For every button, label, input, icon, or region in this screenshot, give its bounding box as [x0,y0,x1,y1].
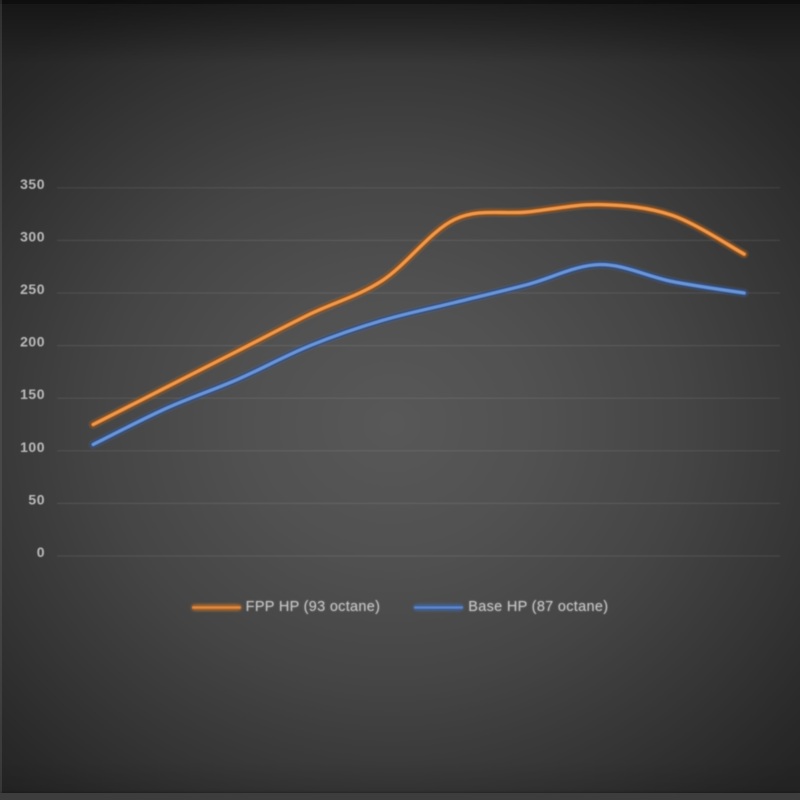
legend-line-swatch-fpp [191,604,241,610]
y-axis-tick-label: 150 [20,386,45,402]
y-axis-tick-label: 350 [20,176,45,192]
frame-bottom-edge [0,793,800,800]
y-axis-tick-label: 50 [28,491,45,507]
legend-item-fpp-hp: FPP HP (93 octane) [191,599,381,615]
y-axis-tick-label: 100 [20,439,45,455]
legend-label-base: Base HP (87 octane) [468,599,609,615]
series-edge-base-hp-87-octane [90,261,748,448]
y-axis-tick-label: 250 [20,281,45,297]
chart-legend: FPP HP (93 octane) Base HP (87 octane) [0,594,800,620]
frame-top-edge [0,0,800,4]
series-glow-base-hp-87-octane [88,259,749,450]
series-line-base-hp-87-octane [91,262,746,447]
legend-label-fpp: FPP HP (93 octane) [245,599,381,615]
legend-item-base-hp: Base HP (87 octane) [414,599,608,615]
series-line-fpp-hp-93-octane [91,202,746,427]
frame-left-edge [0,0,2,800]
y-axis-tick-label: 300 [20,228,45,244]
y-axis-tick-label: 0 [37,544,45,560]
legend-line-swatch-base [414,604,464,610]
y-axis-tick-label: 200 [20,334,45,350]
